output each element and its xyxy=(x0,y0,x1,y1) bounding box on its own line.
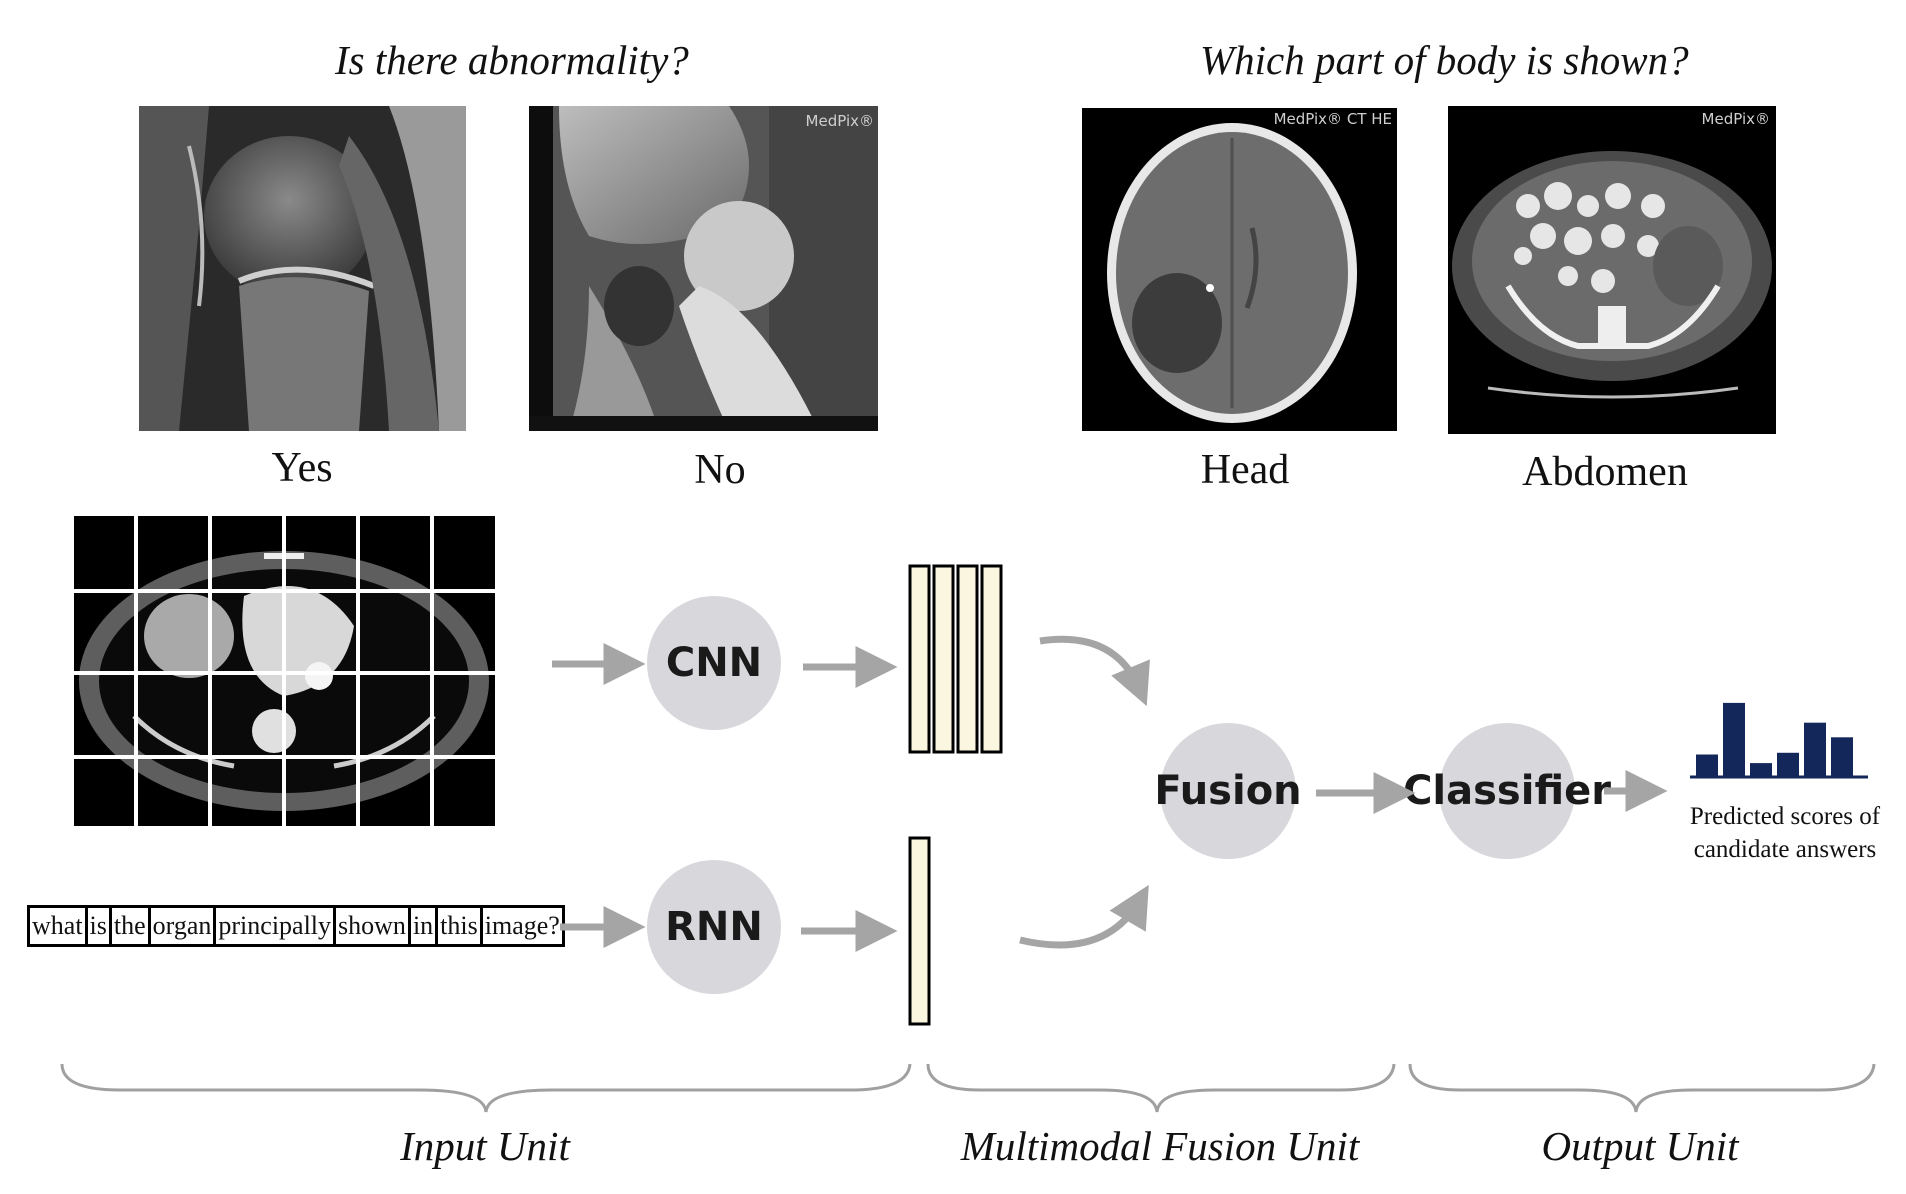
score-bar xyxy=(1750,763,1772,776)
word-token: image? xyxy=(484,911,560,940)
image-feature-vector xyxy=(980,564,1003,754)
text-feature-vector xyxy=(908,836,931,1026)
word-token: the xyxy=(112,908,151,944)
question-body-part: Which part of body is shown? xyxy=(1200,37,1689,83)
word-token: principally xyxy=(216,908,337,944)
score-bar xyxy=(1777,752,1799,776)
caption-head: Head xyxy=(1200,447,1290,493)
cnn-node: CNN xyxy=(647,596,781,730)
caption-abdomen: Abdomen xyxy=(1522,449,1688,495)
output-caption-line2: candidate answers xyxy=(1693,836,1877,863)
output-unit-label: Output Unit xyxy=(1541,1123,1739,1169)
word-token: this xyxy=(438,908,483,944)
score-bar xyxy=(1831,737,1853,776)
word-token: is xyxy=(88,908,112,944)
input-unit-label: Input Unit xyxy=(400,1123,570,1169)
arrow-image-features-to-fusion xyxy=(1039,635,1150,707)
brace-output-unit xyxy=(1408,1063,1876,1113)
head-ct-image: MedPix® CT HE xyxy=(1082,108,1397,431)
fusion-unit-label: Multimodal Fusion Unit xyxy=(960,1123,1360,1169)
word-token: shown xyxy=(336,908,411,944)
text-feature-vector-bar xyxy=(908,836,931,1026)
image-feature-vector xyxy=(956,564,979,754)
score-bar xyxy=(1723,702,1745,776)
question-abnormality: Is there abnormality? xyxy=(335,37,689,83)
word-token: what xyxy=(30,908,88,944)
abdomen-ct-image: MedPix® xyxy=(1448,106,1776,434)
word-token: organ xyxy=(151,908,217,944)
hip-xray-image: MedPix® xyxy=(529,106,878,431)
brace-fusion-unit xyxy=(926,1063,1396,1113)
image-feature-vectors xyxy=(908,564,1003,754)
fusion-node: Fusion xyxy=(1154,723,1302,859)
chest-ct-grid-image xyxy=(74,516,495,826)
brace-input-unit xyxy=(60,1063,912,1113)
question-word-sequence: what is the organ principally shown in t… xyxy=(27,905,565,947)
knee-mri-image xyxy=(139,106,466,431)
medpix-watermark: MedPix® xyxy=(1702,110,1770,128)
output-caption-line1: Predicted scores of xyxy=(1689,803,1881,830)
predicted-scores-bar-chart xyxy=(1690,702,1868,779)
caption-yes: Yes xyxy=(271,445,333,491)
score-bar xyxy=(1696,754,1718,776)
caption-no: No xyxy=(694,447,746,493)
rnn-node: RNN xyxy=(647,860,781,994)
image-feature-vector xyxy=(932,564,955,754)
medpix-watermark: MedPix® CT HE xyxy=(1274,110,1392,128)
medpix-watermark: MedPix® xyxy=(806,112,874,130)
word-token: in xyxy=(411,908,439,944)
image-feature-vector xyxy=(908,564,931,754)
score-bar xyxy=(1804,722,1826,776)
output-caption: Predicted scores of candidate answers xyxy=(1670,800,1900,866)
arrow-text-features-to-fusion xyxy=(1019,884,1149,949)
